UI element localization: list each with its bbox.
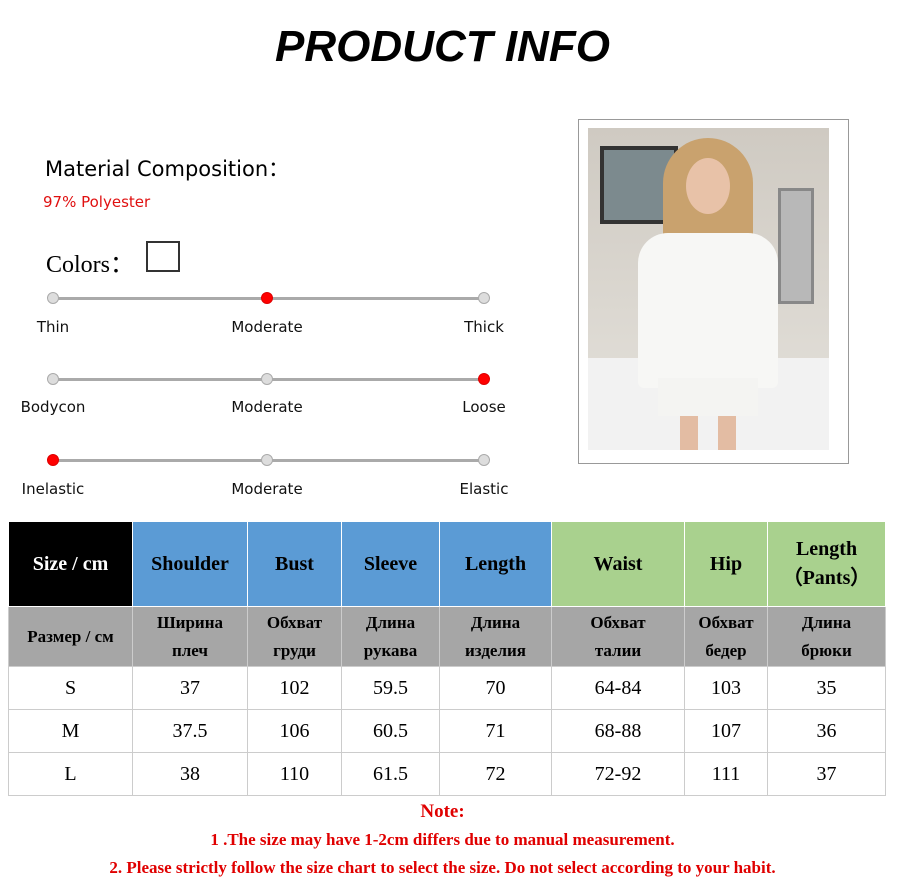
note-line-1: 1 .The size may have 1-2cm differs due t… bbox=[210, 830, 675, 849]
table-cell: Обхват талии bbox=[551, 606, 685, 667]
table-cell: 110 bbox=[247, 752, 342, 796]
scale-label: Bodycon bbox=[20, 398, 86, 416]
table-row: M 37.5 106 60.5 71 68-88 107 36 bbox=[8, 709, 886, 753]
note-title: Note: bbox=[420, 801, 465, 822]
table-cell: 111 bbox=[684, 752, 768, 796]
product-photo bbox=[588, 128, 829, 450]
color-swatch-white[interactable] bbox=[146, 241, 180, 272]
table-cell: Обхват бедер bbox=[684, 606, 768, 667]
colors-label: Colors： bbox=[46, 252, 135, 278]
table-cell: 37.5 bbox=[132, 709, 248, 753]
table-cell: Ширина плеч bbox=[132, 606, 248, 667]
scale-label: Inelastic bbox=[21, 480, 85, 498]
table-cell: 72 bbox=[439, 752, 552, 796]
scale-label: Loose bbox=[462, 398, 506, 416]
table-cell: 35 bbox=[767, 666, 886, 710]
page-title: PRODUCT INFO bbox=[275, 22, 610, 71]
table-cell: M bbox=[8, 709, 133, 753]
table-cell: 61.5 bbox=[341, 752, 440, 796]
scale-dot bbox=[47, 373, 59, 385]
note-line-2: 2. Please strictly follow the size chart… bbox=[109, 858, 776, 877]
table-cell: Обхват груди bbox=[247, 606, 342, 667]
table-header-row: Size / cm Shoulder Bust Sleeve Length Waist Hi… bbox=[8, 521, 886, 607]
table-cell: Sleeve bbox=[341, 521, 440, 607]
table-cell: Размер / см bbox=[8, 606, 133, 667]
scale-dot bbox=[47, 454, 59, 466]
table-cell: 72-92 bbox=[551, 752, 685, 796]
table-cell: 64-84 bbox=[551, 666, 685, 710]
table-cell: 36 bbox=[767, 709, 886, 753]
scale-dot bbox=[261, 373, 273, 385]
table-cell: 60.5 bbox=[341, 709, 440, 753]
table-cell: 70 bbox=[439, 666, 552, 710]
scale-label: Moderate bbox=[231, 318, 303, 336]
scale-dot bbox=[478, 454, 490, 466]
table-cell: 107 bbox=[684, 709, 768, 753]
table-cell: Длина изделия bbox=[439, 606, 552, 667]
table-cell: Length bbox=[439, 521, 552, 607]
scale-dot bbox=[261, 292, 273, 304]
material-value: 97% Polyester bbox=[43, 193, 151, 211]
table-cell: 106 bbox=[247, 709, 342, 753]
table-cell: 102 bbox=[247, 666, 342, 710]
table-cell: Shoulder bbox=[132, 521, 248, 607]
table-cell: S bbox=[8, 666, 133, 710]
material-label: Material Composition： bbox=[45, 157, 290, 181]
table-cell: 68-88 bbox=[551, 709, 685, 753]
table-cell: Waist bbox=[551, 521, 685, 607]
table-row: L 38 110 61.5 72 72-92 111 37 bbox=[8, 752, 886, 796]
scale-label: Elastic bbox=[459, 480, 509, 498]
table-cell: Длина брюки bbox=[767, 606, 886, 667]
table-cell: Length （Pants） bbox=[767, 521, 886, 607]
scale-label: Thin bbox=[36, 318, 70, 336]
table-cell: Bust bbox=[247, 521, 342, 607]
scale-dot bbox=[261, 454, 273, 466]
table-cell: L bbox=[8, 752, 133, 796]
size-chart-table: Size / cm Shoulder Bust Sleeve Length Waist Hi… bbox=[8, 521, 886, 796]
table-russian-header-row: Размер / см Ширина плеч Обхват груди Длина … bbox=[8, 606, 886, 667]
scale-label: Moderate bbox=[231, 398, 303, 416]
scale-dot bbox=[478, 373, 490, 385]
scale-label: Thick bbox=[464, 318, 504, 336]
table-row: S 37 102 59.5 70 64-84 103 35 bbox=[8, 666, 886, 710]
table-cell: 37 bbox=[767, 752, 886, 796]
scale-label: Moderate bbox=[231, 480, 303, 498]
table-cell: 59.5 bbox=[341, 666, 440, 710]
table-cell: 71 bbox=[439, 709, 552, 753]
photo-frame bbox=[578, 119, 849, 464]
scale-dot bbox=[478, 292, 490, 304]
table-cell: Hip bbox=[684, 521, 768, 607]
table-cell: 38 bbox=[132, 752, 248, 796]
table-cell: 103 bbox=[684, 666, 768, 710]
table-cell: 37 bbox=[132, 666, 248, 710]
table-cell: Size / cm bbox=[8, 521, 133, 607]
scale-dot bbox=[47, 292, 59, 304]
table-cell: Длина рукава bbox=[341, 606, 440, 667]
